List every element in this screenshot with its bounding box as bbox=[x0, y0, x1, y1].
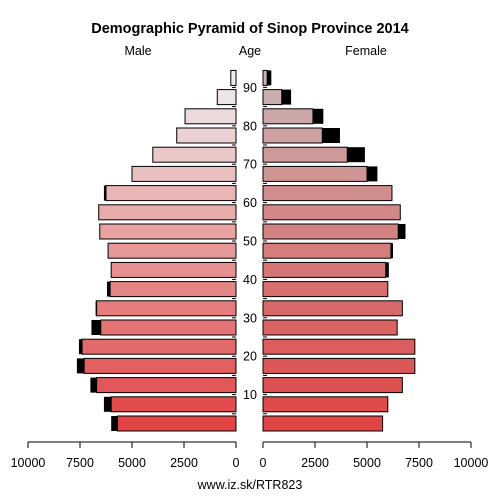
male-bar bbox=[99, 223, 237, 240]
female-bar bbox=[262, 281, 389, 298]
male-x-tick-label: 7500 bbox=[66, 456, 94, 470]
male-bar bbox=[131, 165, 237, 182]
male-bar bbox=[216, 89, 237, 106]
female-bar bbox=[262, 185, 393, 202]
female-extra-bar bbox=[267, 70, 272, 86]
female-bar bbox=[262, 223, 399, 240]
female-bar bbox=[262, 127, 323, 144]
female-bar bbox=[262, 69, 268, 86]
male-label: Male bbox=[124, 44, 151, 58]
female-extra-bar bbox=[367, 166, 378, 182]
male-extra-bar bbox=[95, 300, 97, 316]
female-bar bbox=[262, 396, 389, 413]
female-x-tick-label: 5000 bbox=[353, 456, 381, 470]
male-bar bbox=[98, 204, 237, 221]
age-tick-label: 30 bbox=[243, 311, 257, 325]
age-tick-label: 80 bbox=[243, 119, 257, 133]
source-label: www.iz.sk/RTR823 bbox=[197, 478, 303, 492]
male-bar bbox=[81, 338, 237, 355]
male-bar bbox=[110, 261, 237, 278]
female-extra-bar bbox=[385, 262, 389, 278]
axes-group: 10 20 30 40 50 60 70 80 90 0 0 2500 2500 5000 5000 7500… bbox=[11, 81, 489, 470]
female-bar bbox=[262, 300, 403, 317]
bars-group bbox=[76, 69, 416, 432]
female-bar bbox=[262, 338, 416, 355]
female-bar bbox=[262, 377, 403, 394]
age-tick-label: 40 bbox=[243, 273, 257, 287]
female-extra-bar bbox=[281, 89, 292, 105]
female-x-tick-label: 0 bbox=[260, 456, 267, 470]
male-bar bbox=[83, 357, 237, 374]
male-x-tick-label: 10000 bbox=[11, 456, 46, 470]
male-extra-bar bbox=[90, 377, 97, 393]
male-extra-bar bbox=[91, 320, 101, 335]
male-bar bbox=[230, 69, 237, 86]
female-extra-bar bbox=[398, 224, 406, 239]
male-bar bbox=[184, 108, 237, 125]
male-extra-bar bbox=[103, 185, 106, 201]
male-x-tick-label: 2500 bbox=[170, 456, 198, 470]
female-bar bbox=[262, 165, 368, 182]
age-tick-label: 90 bbox=[243, 81, 257, 95]
male-extra-bar bbox=[103, 396, 112, 412]
male-bar bbox=[107, 242, 237, 259]
male-bar bbox=[96, 300, 237, 317]
female-bar bbox=[262, 108, 314, 125]
female-bar bbox=[262, 415, 384, 432]
female-bar bbox=[262, 261, 387, 278]
female-extra-bar bbox=[312, 108, 324, 124]
male-extra-bar bbox=[107, 281, 111, 297]
female-bar bbox=[262, 242, 392, 259]
male-bar bbox=[109, 281, 237, 298]
male-bar bbox=[96, 377, 237, 394]
female-label: Female bbox=[345, 44, 387, 58]
female-extra-bar bbox=[322, 128, 340, 143]
male-bar bbox=[152, 146, 237, 163]
male-extra-bar bbox=[78, 339, 83, 355]
male-bar bbox=[100, 319, 237, 336]
age-tick-label: 50 bbox=[243, 235, 257, 249]
age-tick-label: 20 bbox=[243, 350, 257, 364]
chart-title: Demographic Pyramid of Sinop Province 20… bbox=[91, 21, 409, 37]
female-x-tick-label: 2500 bbox=[301, 456, 329, 470]
female-bar bbox=[262, 204, 401, 221]
male-bar bbox=[176, 127, 237, 144]
age-label: Age bbox=[239, 44, 261, 58]
female-extra-bar bbox=[390, 243, 393, 259]
female-bar bbox=[262, 146, 348, 163]
female-x-tick-label: 7500 bbox=[405, 456, 433, 470]
female-bar bbox=[262, 89, 283, 106]
age-tick-label: 60 bbox=[243, 196, 257, 210]
female-extra-bar bbox=[347, 147, 365, 163]
male-x-tick-label: 5000 bbox=[118, 456, 146, 470]
male-bar bbox=[116, 415, 237, 432]
male-x-tick-label: 0 bbox=[233, 456, 240, 470]
female-bar bbox=[262, 357, 416, 374]
male-extra-bar bbox=[76, 358, 85, 374]
female-x-tick-label: 10000 bbox=[454, 456, 489, 470]
age-tick-label: 10 bbox=[243, 388, 257, 402]
male-bar bbox=[110, 396, 237, 413]
female-bar bbox=[262, 319, 398, 336]
age-tick-label: 70 bbox=[243, 158, 257, 172]
male-extra-bar bbox=[111, 416, 118, 431]
male-bar bbox=[105, 185, 237, 202]
